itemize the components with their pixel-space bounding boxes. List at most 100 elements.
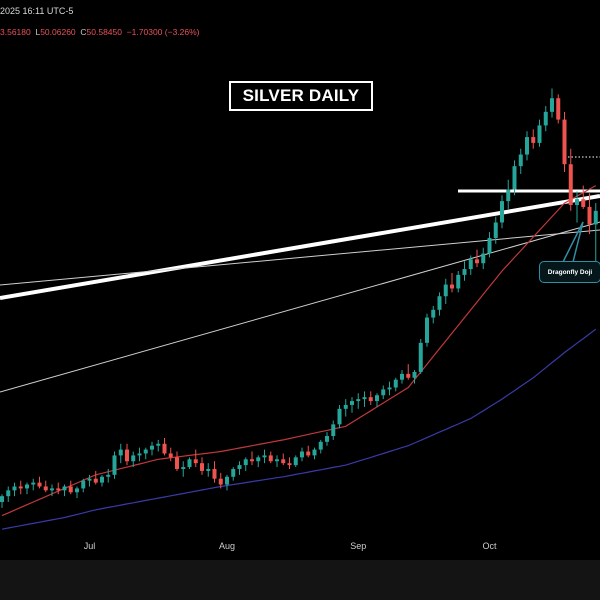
candle-body <box>243 459 248 466</box>
candle <box>0 494 4 508</box>
candle <box>181 461 186 477</box>
candle-body <box>356 399 361 402</box>
candle <box>400 370 404 384</box>
x-tick-label: Jul <box>84 541 96 551</box>
candle-body <box>581 199 586 207</box>
candle <box>543 106 548 132</box>
candle <box>262 449 267 464</box>
candle <box>450 272 454 293</box>
candle-body <box>25 484 29 489</box>
candle <box>193 449 198 468</box>
candle <box>106 469 111 483</box>
candle <box>487 232 492 258</box>
timestamp: 2025 16:11 UTC-5 <box>0 6 74 16</box>
candle <box>368 391 373 405</box>
candle <box>137 447 142 462</box>
candle-body <box>575 199 579 205</box>
candle <box>125 443 129 466</box>
candle <box>468 255 473 275</box>
candle <box>231 467 236 481</box>
candle-body <box>343 404 348 409</box>
candle-body <box>287 463 292 466</box>
x-tick-label: Sep <box>350 541 366 551</box>
moving-average-slow <box>1 328 597 530</box>
candle <box>418 338 423 374</box>
ohlc-readout: 3.56180 L50.06260 C50.58450 −1.70300 (−3… <box>0 27 200 37</box>
candle <box>387 381 392 396</box>
candle <box>81 478 86 493</box>
candle-body <box>331 424 336 436</box>
candle <box>512 160 517 196</box>
moving-averages <box>1 185 597 530</box>
candle <box>375 393 379 407</box>
candle <box>500 195 504 229</box>
candle <box>243 457 248 471</box>
chart-title: SILVER DAILY <box>229 81 373 111</box>
candle <box>75 486 79 499</box>
candle-body <box>37 482 42 487</box>
candle <box>406 364 411 380</box>
candle <box>575 191 579 223</box>
candle-body <box>62 486 67 491</box>
candle <box>118 443 123 464</box>
candle-body <box>368 397 373 402</box>
candle <box>518 148 523 174</box>
candle-body <box>337 408 342 425</box>
candle-body <box>456 274 461 289</box>
ohlc-change-value: −1.70300 (−3.26%) <box>126 27 200 37</box>
x-tick-label: Aug <box>219 541 235 551</box>
candle <box>331 420 336 440</box>
candle-body <box>443 284 448 297</box>
candle <box>506 179 511 209</box>
ohlc-open-value: 3.56180 <box>0 27 31 37</box>
candle <box>62 484 67 497</box>
candle <box>281 453 286 466</box>
candle <box>337 404 342 429</box>
candle-body <box>81 480 86 489</box>
lower-thin-trendline <box>0 221 600 393</box>
candle-body <box>512 166 517 190</box>
candle <box>237 461 242 475</box>
candle <box>287 457 292 469</box>
candle-body <box>506 189 511 202</box>
candle <box>556 94 561 124</box>
candle <box>587 193 592 235</box>
candle-body <box>43 486 48 491</box>
candle-body <box>137 453 142 456</box>
candle-body <box>475 259 479 264</box>
candle <box>168 447 173 462</box>
candle-body <box>6 490 11 497</box>
candle-body <box>75 488 79 493</box>
candle <box>131 451 136 468</box>
candle-body <box>312 449 317 456</box>
candle-body <box>593 210 598 225</box>
ohlc-close-value: 50.58450 <box>86 27 122 37</box>
candles <box>0 88 598 508</box>
candle-body <box>487 238 492 254</box>
candle-body <box>212 469 217 479</box>
candle <box>100 474 104 487</box>
candle <box>306 445 311 458</box>
candle-body <box>162 443 167 454</box>
candle-body <box>87 478 92 481</box>
candle <box>31 478 36 491</box>
candle-body <box>306 451 311 456</box>
candle-body <box>281 459 286 464</box>
candle-body <box>150 445 154 450</box>
candle <box>93 470 98 485</box>
candle-body <box>275 459 279 462</box>
candle <box>162 437 167 456</box>
candle <box>143 447 148 460</box>
candle-body <box>468 259 473 270</box>
candle <box>550 88 554 118</box>
candle <box>462 261 467 281</box>
candle <box>481 247 486 270</box>
candle <box>493 216 498 244</box>
candle-body <box>531 137 536 143</box>
candle <box>312 447 317 460</box>
candle <box>225 474 229 491</box>
candle <box>437 292 442 316</box>
candle <box>300 447 304 462</box>
candle <box>381 385 386 400</box>
